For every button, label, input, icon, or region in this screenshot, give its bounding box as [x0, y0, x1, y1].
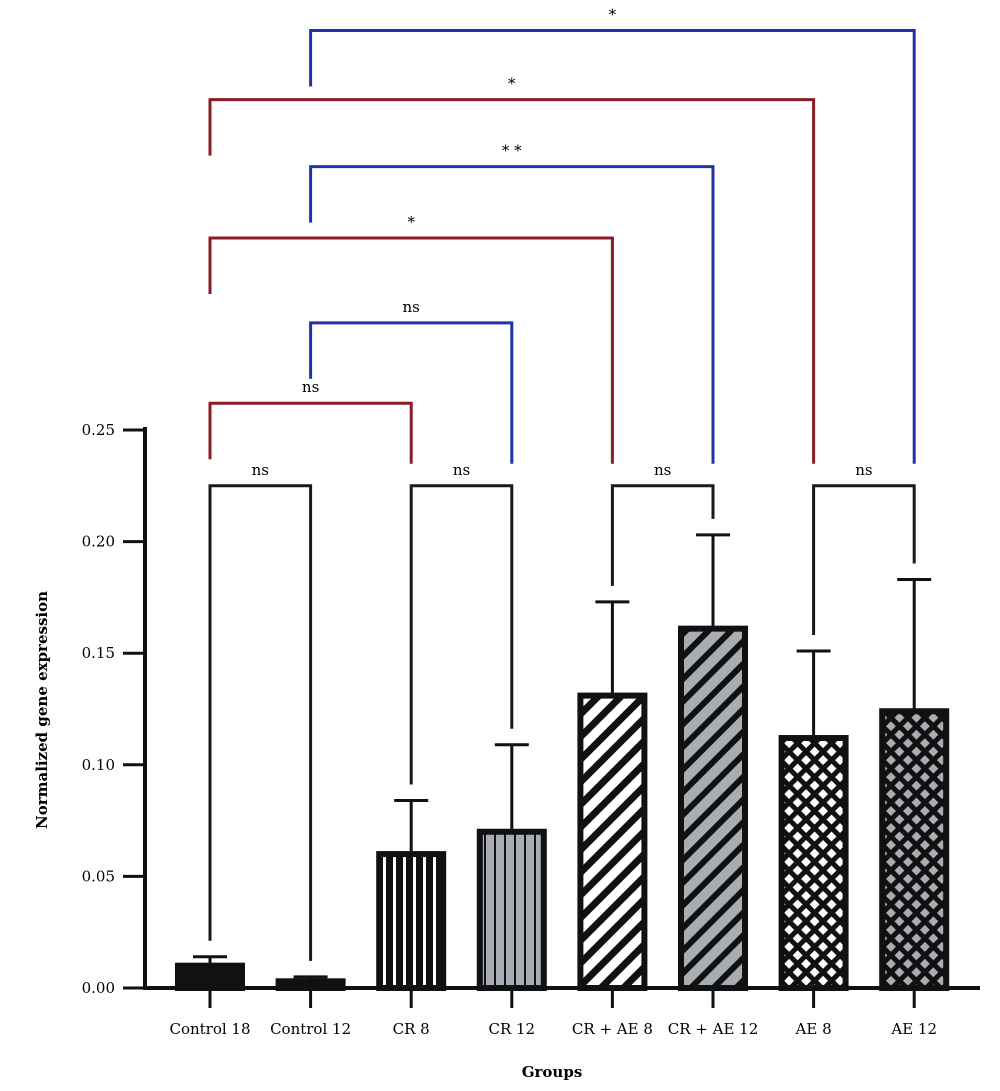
bar-cr-ae-8 — [577, 692, 648, 991]
y-axis-title: Normalized gene expression — [33, 591, 51, 829]
x-tick-label-cr-ae-8: CR + AE 8 — [572, 1020, 653, 1038]
bar-cr-ae-12 — [678, 625, 748, 991]
significance-bracket-2 — [409, 484, 514, 785]
significance-bracket-10 — [309, 28, 916, 464]
bar-control-18 — [175, 962, 245, 991]
significance-bracket-7 — [208, 236, 614, 464]
x-tick-label-cr-8: CR 8 — [393, 1020, 430, 1038]
bar-cr-8 — [376, 851, 447, 992]
significance-bracket-5 — [208, 401, 413, 464]
x-tick-label-cr-12: CR 12 — [488, 1020, 535, 1038]
significance-bracket-9 — [208, 98, 816, 464]
y-tick-label: 0.15 — [82, 644, 115, 662]
y-tick-label: 0.20 — [82, 533, 115, 551]
y-tick-label: 0.25 — [82, 421, 115, 439]
significance-label-5: ns — [302, 378, 319, 396]
x-tick-label-ae-8: AE 8 — [795, 1020, 832, 1038]
bar-cr-12 — [476, 828, 547, 992]
significance-bracket-8 — [309, 165, 715, 464]
y-tick-label: 0.05 — [82, 867, 115, 885]
significance-label-8: * * — [502, 142, 522, 160]
y-tick-label: 0.10 — [82, 756, 115, 774]
x-tick-label-cr-ae-12: CR + AE 12 — [668, 1020, 759, 1038]
bar-ae-8 — [778, 735, 849, 991]
significance-label-4: ns — [855, 461, 872, 479]
x-tick-label-control-12: Control 12 — [270, 1020, 351, 1038]
significance-label-9: * — [508, 75, 516, 93]
significance-bracket-1 — [208, 484, 313, 961]
significance-bracket-6 — [309, 321, 514, 464]
x-axis-title: Groups — [522, 1063, 583, 1081]
x-tick-label-control-18: Control 18 — [169, 1020, 250, 1038]
significance-label-10: * — [609, 5, 617, 23]
significance-bracket-4 — [812, 484, 916, 635]
significance-label-1: ns — [252, 461, 269, 479]
significance-label-3: ns — [654, 461, 671, 479]
significance-label-2: ns — [453, 461, 470, 479]
significance-label-7: * — [407, 213, 415, 231]
significance-label-6: ns — [403, 298, 420, 316]
bar-control-12 — [275, 978, 346, 992]
bar-ae-12 — [879, 708, 950, 991]
x-tick-label-ae-12: AE 12 — [890, 1020, 937, 1038]
y-tick-label: 0.00 — [82, 979, 115, 997]
plot-area: 0.00 0.05 0.10 0.15 0.20 0.25 Control 18 Contro… — [82, 5, 980, 1038]
significance-bracket-3 — [610, 484, 715, 586]
